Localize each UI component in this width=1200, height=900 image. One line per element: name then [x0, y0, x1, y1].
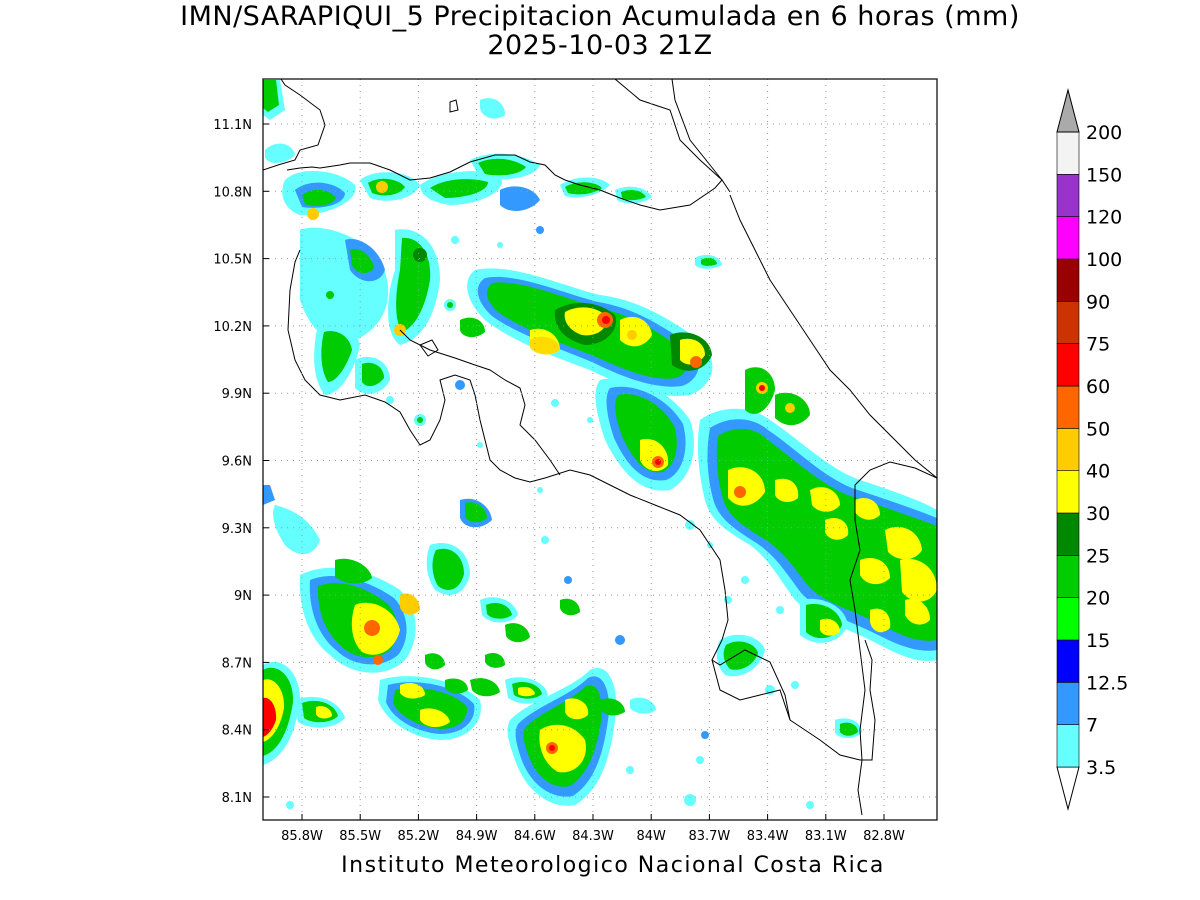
- lon-tick-label: 85.2W: [397, 829, 439, 844]
- colorbar-label: 75: [1086, 334, 1110, 356]
- island: [449, 99, 459, 113]
- lat-tick-label: 8.4N: [222, 724, 252, 739]
- colorbar-bin: [1056, 639, 1080, 683]
- lat-tick-label: 11.1N: [213, 118, 252, 133]
- colorbar-bin: [1056, 428, 1080, 471]
- lon-tick-label: 83.7W: [688, 829, 730, 844]
- colorbar-bin: [1056, 174, 1080, 217]
- footer-credit: Instituto Meteorologico Nacional Costa R…: [341, 853, 885, 878]
- colorbar-bin: [1056, 470, 1080, 514]
- lat-tick-label: 9.9N: [222, 387, 252, 402]
- colorbar-label: 20: [1086, 588, 1110, 610]
- precip-light-specks: [286, 226, 814, 809]
- colorbar-bin: [1056, 131, 1080, 175]
- plot-frame: [262, 78, 938, 821]
- precip-cells-north: [263, 80, 722, 269]
- coastline-caribbean: [729, 194, 937, 479]
- lat-tick-label: 10.5N: [213, 253, 252, 268]
- lon-axis: 85.8W 85.5W 85.2W 84.9W 84.6W 84.3W 84W 83.7W 83…: [281, 814, 905, 844]
- precip-cells-east: [697, 367, 937, 739]
- lon-tick-label: 84.3W: [572, 829, 614, 844]
- small-lake: [419, 339, 439, 357]
- coastline-borders: [263, 79, 937, 816]
- title-line-2: 2025-10-03 21Z: [487, 30, 713, 61]
- colorbar-bin: [1056, 724, 1080, 768]
- colorbar-label: 40: [1086, 461, 1110, 483]
- nicoya-inner: [399, 329, 561, 476]
- precip-cells-central: [300, 227, 713, 491]
- lat-tick-label: 10.8N: [213, 185, 252, 200]
- colorbar-bin: [1056, 385, 1080, 429]
- lat-tick-label: 9N: [234, 589, 252, 604]
- colorbar-over-triangle: [1056, 88, 1080, 133]
- coastline-pacific: [263, 79, 326, 171]
- colorbar-label: 60: [1086, 376, 1110, 398]
- colorbar-label: 7: [1086, 715, 1098, 737]
- colorbar-bin: [1056, 512, 1080, 556]
- lon-tick-label: 83.4W: [747, 829, 789, 844]
- lat-tick-label: 9.3N: [222, 522, 252, 537]
- lon-tick-label: 84W: [636, 829, 666, 844]
- lat-tick-label: 8.7N: [222, 656, 252, 671]
- colorbar-bin: [1056, 301, 1080, 344]
- colorbar-label: 120: [1086, 207, 1122, 229]
- colorbar-under-triangle: [1056, 766, 1080, 811]
- lon-tick-label: 85.8W: [281, 829, 323, 844]
- lat-axis: 11.1N 10.8N 10.5N 10.2N 9.9N 9.6N 9.3N 9N 8.7N 8.…: [213, 118, 269, 806]
- colorbar-label: 200: [1086, 122, 1122, 144]
- lake-nicaragua-shore: [671, 79, 723, 181]
- colorbar-label: 30: [1086, 503, 1110, 525]
- lat-tick-label: 10.2N: [213, 320, 252, 335]
- coastline-north: [614, 79, 723, 181]
- map-title: IMN/SARAPIQUI_5 Precipitacion Acumulada …: [0, 2, 1200, 60]
- colorbar-label: 12.5: [1086, 672, 1128, 694]
- border-nicaragua: [286, 154, 731, 211]
- colorbar-label: 15: [1086, 630, 1110, 652]
- precip-field: [263, 80, 937, 809]
- lat-tick-label: 9.6N: [222, 455, 252, 470]
- lon-tick-label: 84.6W: [514, 829, 556, 844]
- colorbar-bin: [1056, 216, 1080, 260]
- colorbar-bin: [1056, 555, 1080, 598]
- colorbar-label: 100: [1086, 249, 1122, 271]
- colorbar-bin: [1056, 258, 1080, 302]
- grid-lines: [263, 79, 937, 820]
- title-line-1: IMN/SARAPIQUI_5 Precipitacion Acumulada …: [180, 1, 1020, 32]
- colorbar-bin: [1056, 597, 1080, 641]
- colorbar-label: 90: [1086, 291, 1110, 313]
- colorbar-label: 25: [1086, 545, 1110, 567]
- lon-tick-label: 84.9W: [456, 829, 498, 844]
- colorbar-label: 150: [1086, 164, 1122, 186]
- border-panama: [849, 461, 937, 816]
- colorbar: 3.5 7 12.5 15 20 25 30 40 50 60 75 90 100 120 150 200: [1056, 88, 1128, 811]
- lon-tick-label: 85.5W: [339, 829, 381, 844]
- lon-tick-label: 82.8W: [863, 829, 905, 844]
- lon-tick-label: 83.1W: [805, 829, 847, 844]
- coastline-nicoya: [287, 249, 876, 761]
- precip-cells-south: [263, 485, 656, 806]
- lat-tick-label: 8.1N: [222, 791, 252, 806]
- colorbar-label: 50: [1086, 418, 1110, 440]
- peninsula-osa: [711, 659, 791, 721]
- colorbar-label: 3.5: [1086, 757, 1116, 779]
- colorbar-bin: [1056, 343, 1080, 387]
- colorbar-bin: [1056, 682, 1080, 725]
